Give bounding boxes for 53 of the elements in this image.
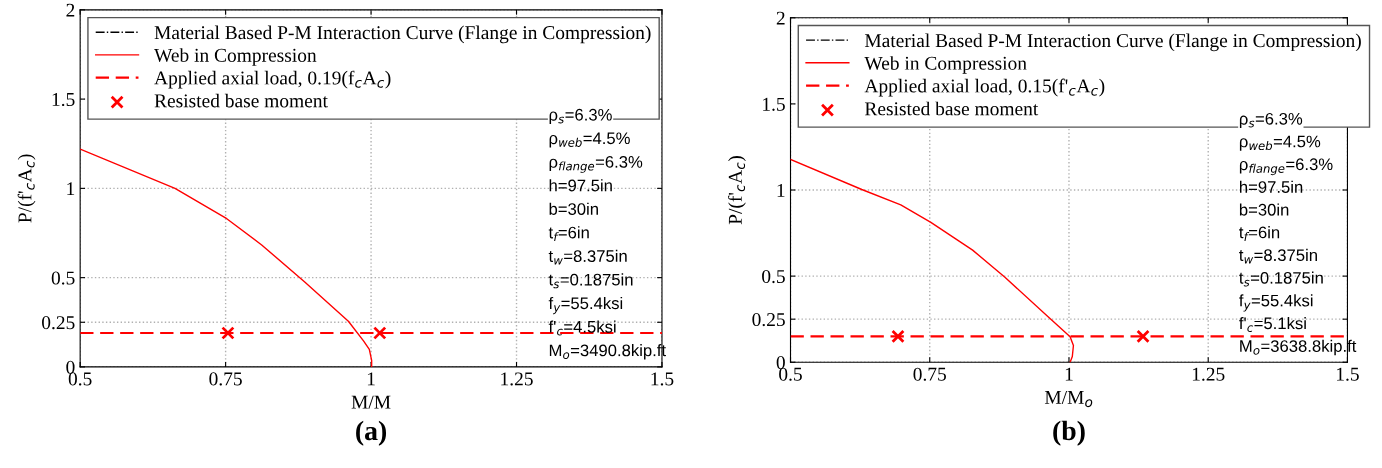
annotation: h=97.5in xyxy=(549,179,612,192)
annotation: b=30in xyxy=(1239,203,1289,216)
x-tick-label: 0.75 xyxy=(913,367,946,381)
annotation: t$_{w}$=8.375in xyxy=(548,249,627,265)
legend-label: Web in Compression xyxy=(154,48,317,66)
y-tick-label: 0.5 xyxy=(762,269,785,284)
y-tick-label: 2 xyxy=(776,11,785,25)
y-tick-label: 0.25 xyxy=(42,316,75,330)
annotation: t$_{f}$=6in xyxy=(1239,226,1280,241)
annotation: ρ$_{web}$=4.5% xyxy=(1239,135,1321,151)
legend-label: Applied axial load, 0.15(f'$_{c}$A$_{c}$) xyxy=(864,78,1105,97)
annotation: f$_{y}$=55.4ksi xyxy=(1239,294,1313,312)
annotation: b=30in xyxy=(549,202,598,215)
annotation: t$_{w}$=8.375in xyxy=(1239,248,1317,264)
y-tick-label: 1 xyxy=(777,183,785,197)
text: (b) xyxy=(1053,420,1085,446)
annotation: ρ$_{web}$=4.5% xyxy=(549,132,630,148)
annotation: ρ$_{s}$=6.3% xyxy=(549,108,612,124)
annotation: ρ$_{flange}$=6.3% xyxy=(1239,158,1333,176)
y-tick-label: 0.5 xyxy=(51,271,75,285)
y-tick-label: 1.5 xyxy=(763,97,785,111)
x-axis-title: M/M xyxy=(351,395,391,409)
annotation: f$_{y}$=55.4ksi xyxy=(548,296,623,315)
annotation: t$_{s}$=0.1875in xyxy=(1239,271,1323,287)
x-tick-label: 1.25 xyxy=(1192,367,1225,381)
annotation: h=97.5in xyxy=(1240,180,1303,193)
legend-label: Applied axial load, 0.19(f$_{c}$A$_{c}$) xyxy=(154,70,391,89)
y-tick-label: 0 xyxy=(66,360,75,374)
y-axis-title: P/(f'$_{c}$A$_{c}$) xyxy=(17,154,36,223)
text: (a) xyxy=(356,420,387,446)
y-tick-label: 2 xyxy=(66,3,75,17)
x-tick-label: 1.25 xyxy=(501,372,533,386)
x-tick-label: 1.5 xyxy=(651,372,674,386)
y-axis-title: P/(f'$_{c}$A$_{c}$) xyxy=(727,156,746,225)
annotation: ρ$_{s}$=6.3% xyxy=(1239,112,1303,128)
y-tick-label: 1.5 xyxy=(52,93,75,107)
y-tick-label: 0.25 xyxy=(752,312,785,327)
annotation: t$_{f}$=6in xyxy=(548,226,589,242)
legend-label: Material Based P-M Interaction Curve (Flange in Compression) xyxy=(864,33,1361,52)
annotation: f'$_{c}$=5.1ksi xyxy=(1239,317,1306,332)
x-tick-label: 1 xyxy=(1065,367,1073,381)
legend-label: Resisted base moment xyxy=(864,101,1039,116)
x-axis-title: M/M$_{o}$ xyxy=(1044,390,1093,408)
y-tick-label: 1 xyxy=(67,182,75,196)
annotation: ρ$_{flange}$=6.3% xyxy=(549,155,643,173)
x-tick-label: 1 xyxy=(367,372,375,386)
legend-label: Material Based P-M Interaction Curve (Flange in Compression) xyxy=(154,25,651,44)
annotation: t$_{s}$=0.1875in xyxy=(548,273,633,289)
legend-label: Web in Compression xyxy=(864,56,1027,74)
legend-label: Resisted base moment xyxy=(154,93,328,108)
annotation: f'$_{c}$=4.5ksi xyxy=(548,320,616,336)
x-tick-label: 1.5 xyxy=(1337,367,1359,381)
x-tick-label: 0.75 xyxy=(209,372,242,386)
